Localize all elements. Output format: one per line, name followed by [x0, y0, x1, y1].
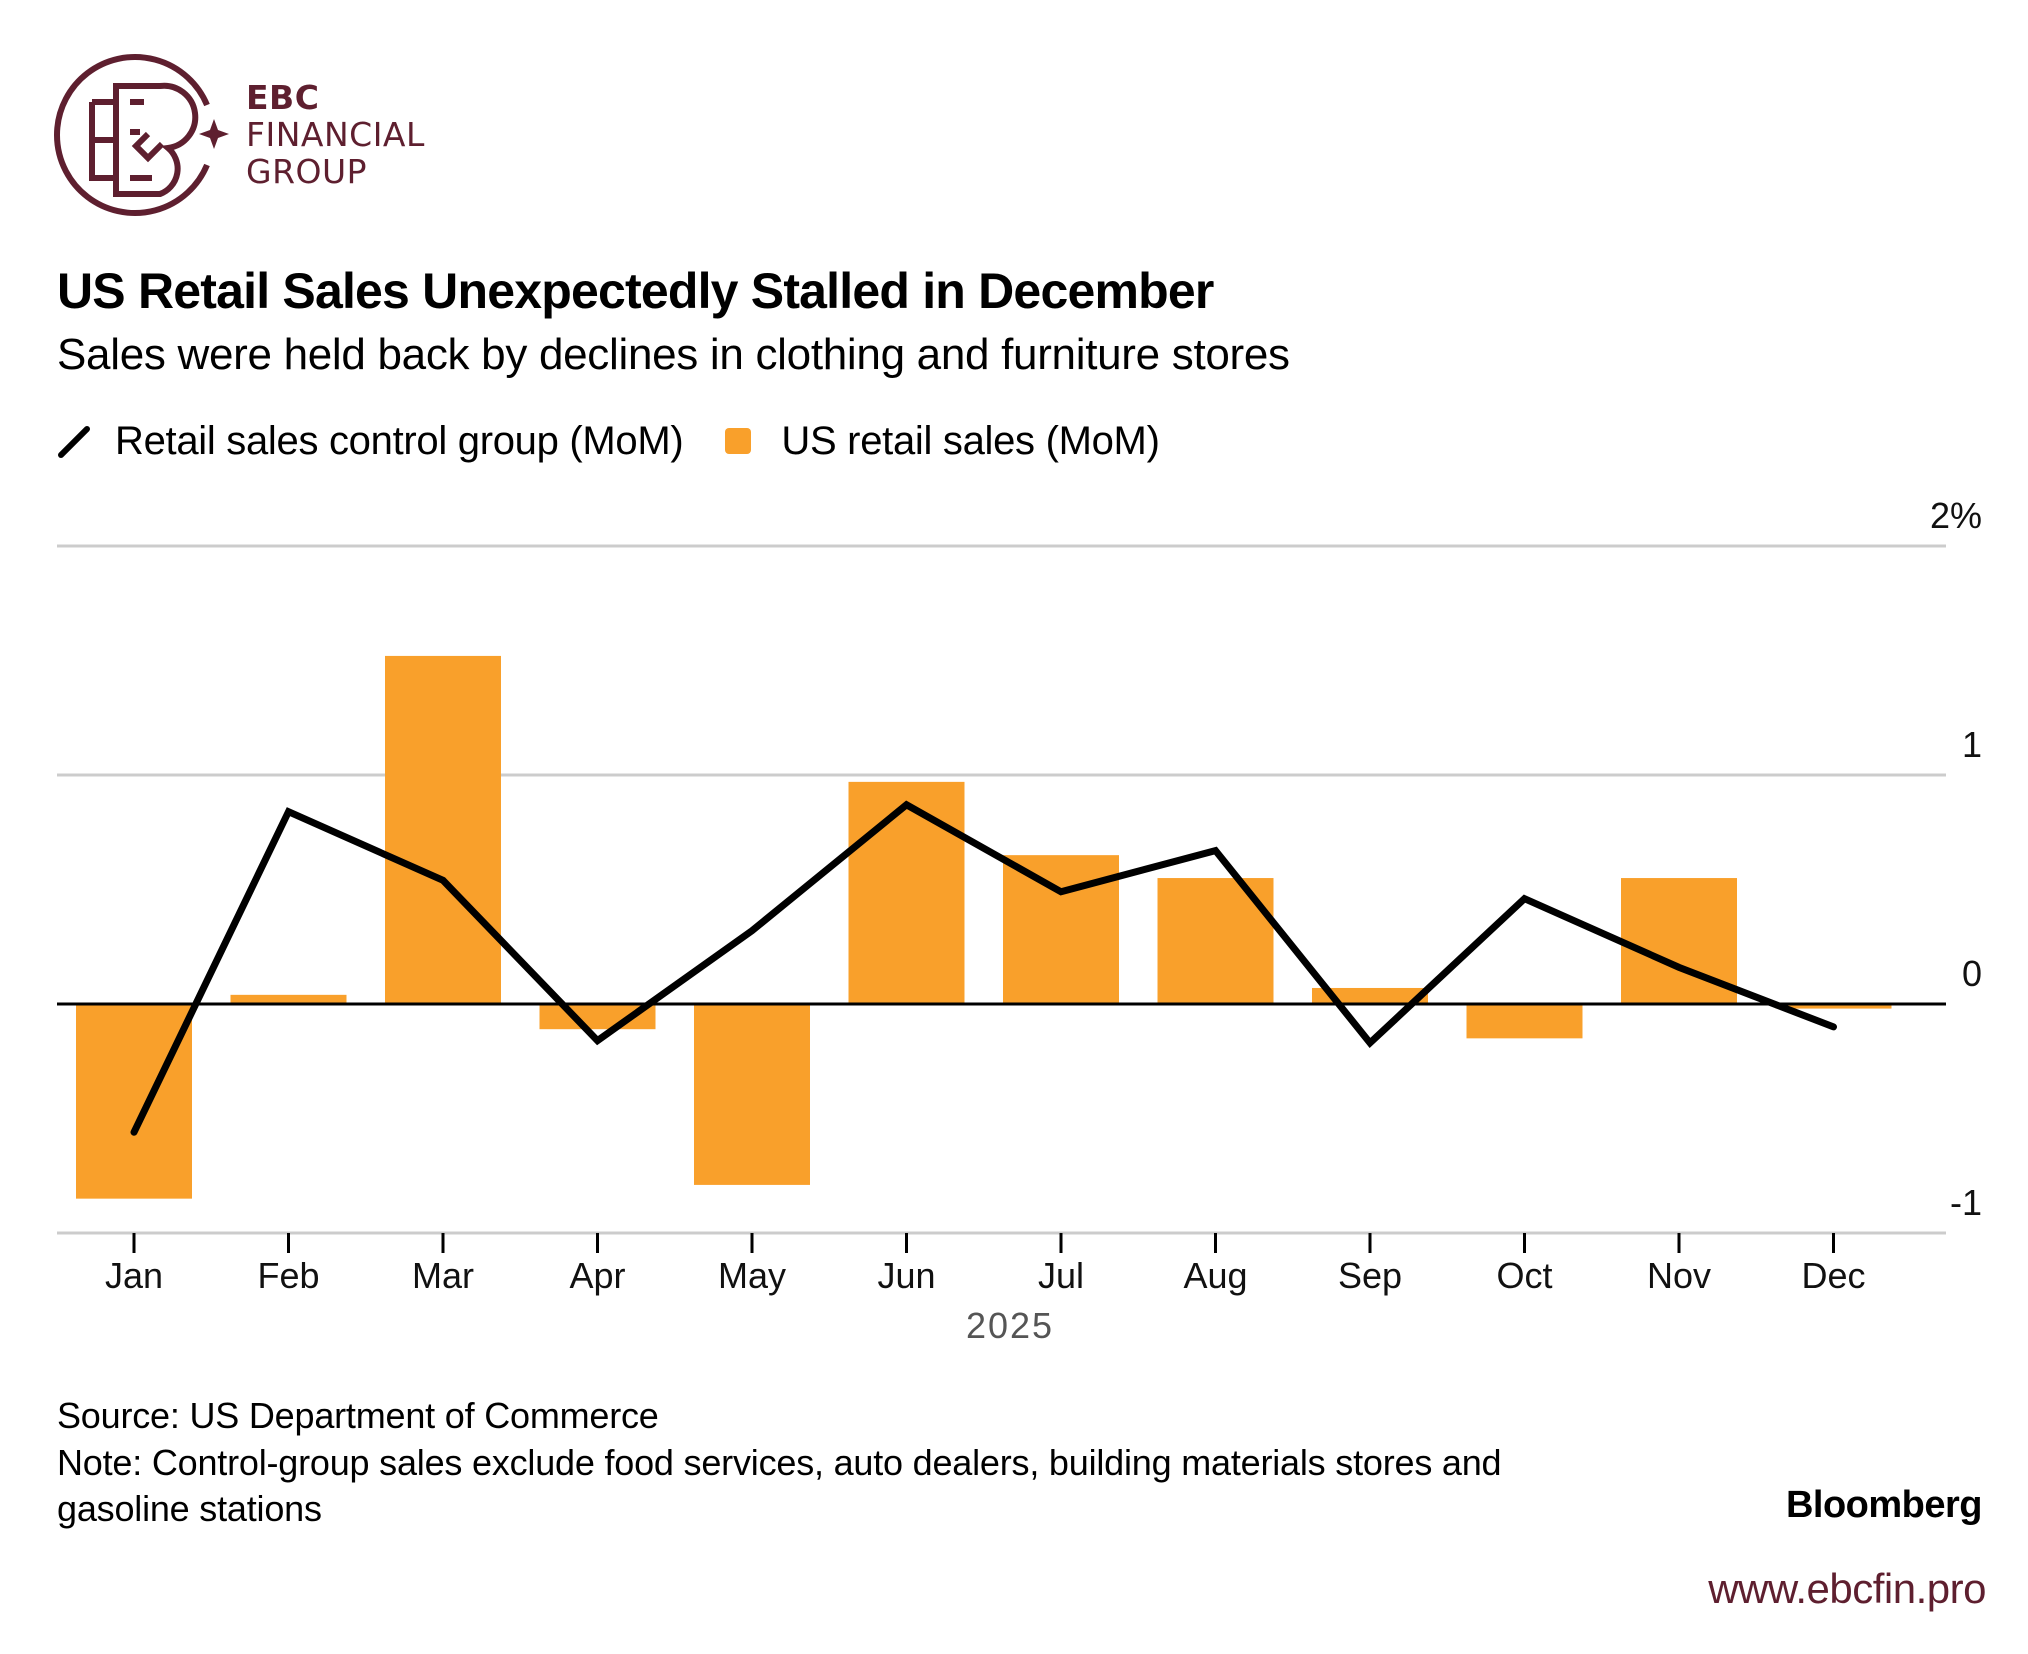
- brand-name-financial: FINANCIAL: [246, 115, 425, 154]
- legend: Retail sales control group (MoM) US reta…: [57, 415, 1202, 467]
- line-series: [130, 800, 1837, 1136]
- x-axis-title: 2025: [966, 1305, 1054, 1346]
- y-tick-label: -1: [1950, 1182, 1982, 1223]
- x-tick-label-oct: Oct: [1496, 1255, 1552, 1296]
- x-tick-label-may: May: [718, 1255, 786, 1296]
- x-tick-label-nov: Nov: [1647, 1255, 1711, 1296]
- legend-label-control-group: Retail sales control group (MoM): [115, 418, 684, 463]
- bar-series-swatch-icon: [725, 428, 752, 454]
- bar-jun: [848, 781, 965, 1004]
- bar-mar: [385, 655, 501, 1004]
- x-tick-label-jul: Jul: [1038, 1255, 1084, 1296]
- gridlines: [57, 544, 1946, 1235]
- chart-title: US Retail Sales Unexpectedly Stalled in …: [57, 263, 1214, 319]
- x-tick-label-sep: Sep: [1338, 1255, 1402, 1296]
- bar-jan: [76, 1004, 192, 1199]
- x-tick-label-dec: Dec: [1801, 1255, 1865, 1296]
- footnote-line-1: Note: Control-group sales exclude food s…: [57, 1442, 1502, 1483]
- bar-oct: [1466, 1004, 1583, 1039]
- bar-may: [694, 1004, 810, 1185]
- brand-name-ebc: EBC: [246, 78, 320, 117]
- line-series-icon: [58, 426, 90, 458]
- chart-plot: 2% 1 0 -1 Jan Feb Mar Apr May Jun Jul Aug Sep Oct Nov…: [57, 495, 1982, 1346]
- y-tick-label: 1: [1962, 724, 1982, 765]
- y-tick-label: 2%: [1930, 495, 1982, 536]
- bar-sep: [1312, 987, 1428, 1004]
- source-note: Source: US Department of Commerce: [57, 1395, 659, 1436]
- legend-label-retail-sales: US retail sales (MoM): [781, 418, 1160, 463]
- chart-subtitle: Sales were held back by declines in clot…: [57, 330, 1290, 379]
- x-axis: Jan Feb Mar Apr May Jun Jul Aug Sep Oct Nov Dec: [105, 1233, 1866, 1296]
- bar-feb: [230, 994, 347, 1004]
- website-link[interactable]: www.ebcfin.pro: [1708, 1565, 1986, 1612]
- brand-name-group: GROUP: [246, 152, 368, 191]
- x-tick-label-jun: Jun: [877, 1255, 935, 1296]
- x-tick-label-feb: Feb: [257, 1255, 319, 1296]
- x-tick-label-mar: Mar: [412, 1255, 474, 1296]
- bar-dec: [1775, 1004, 1892, 1009]
- control-group-line: [130, 800, 1837, 1136]
- legend-item-control-group: Retail sales control group (MoM): [57, 418, 684, 464]
- legend-item-retail-sales: US retail sales (MoM): [725, 418, 1160, 464]
- x-tick-label-jan: Jan: [105, 1255, 163, 1296]
- y-tick-label: 0: [1962, 953, 1982, 994]
- x-tick-label-apr: Apr: [569, 1255, 625, 1296]
- y-axis-labels: 2% 1 0 -1: [1930, 495, 1982, 1223]
- footnote-line-2: gasoline stations: [57, 1488, 322, 1529]
- bars: [76, 655, 1892, 1199]
- x-tick-label-aug: Aug: [1183, 1255, 1247, 1296]
- bloomberg-credit: Bloomberg: [1785, 1484, 1983, 1526]
- ebc-logo-icon: [54, 54, 229, 216]
